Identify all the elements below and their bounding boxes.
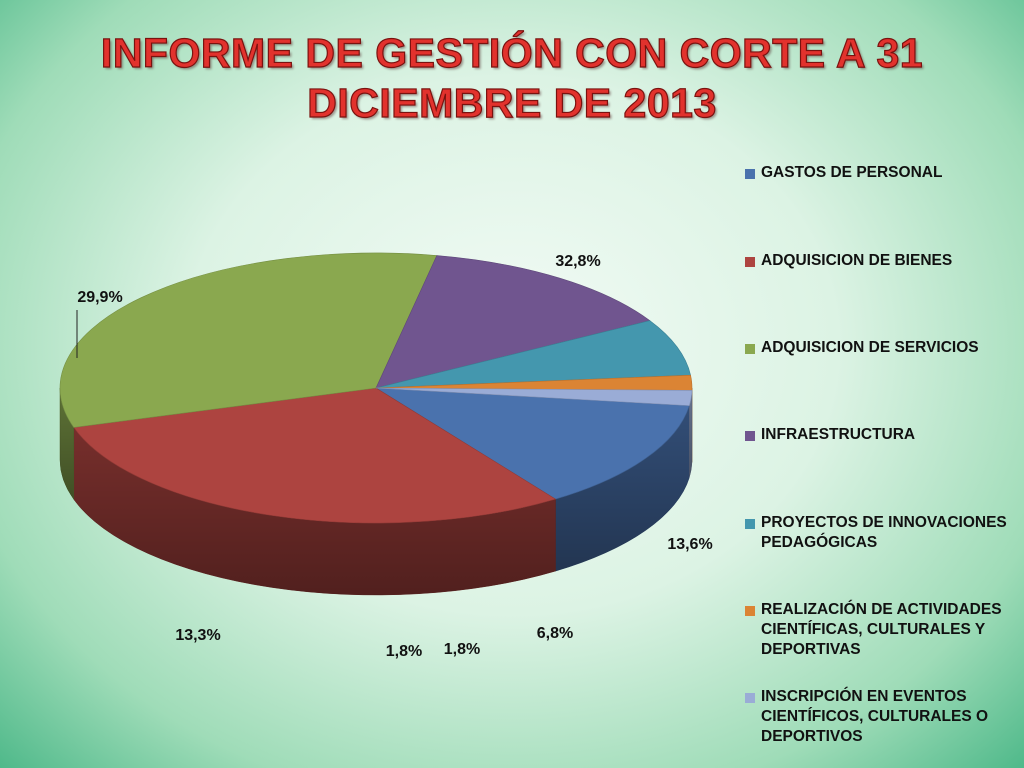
legend-label: PROYECTOS DE INNOVACIONES PEDAGÓGICAS: [761, 514, 1007, 551]
legend-item-1: ADQUISICION DE BIENES: [745, 251, 1010, 271]
data-label-3: 13,6%: [667, 536, 712, 553]
pie-slice-1: [73, 387, 557, 524]
legend-item-2: ADQUISICION DE SERVICIOS: [745, 338, 1010, 358]
pie-slice-3: [375, 255, 651, 389]
data-label-0: 13,3%: [175, 627, 220, 644]
pie-side-shade-1: [73, 427, 556, 595]
pie-slice-0: [375, 387, 690, 500]
pie-slice-6: [375, 387, 693, 406]
data-label-6: 1,8%: [444, 641, 480, 658]
legend-item-6: INSCRIPCIÓN EN EVENTOS CIENTÍFICOS, CULT…: [745, 687, 1010, 747]
title-line-2: DICIEMBRE DE 2013: [307, 79, 717, 126]
data-label-4: 6,8%: [537, 625, 573, 642]
pie-slices: [59, 252, 693, 524]
legend-label: GASTOS DE PERSONAL: [761, 164, 943, 181]
pie-slice-2: [59, 252, 438, 428]
legend-item-4: PROYECTOS DE INNOVACIONES PEDAGÓGICAS: [745, 513, 1010, 553]
legend-swatch: [745, 169, 755, 179]
data-labels: 13,3% 29,9% 32,8% 13,6% 6,8% 1,8% 1,8%: [76, 253, 713, 660]
legend-label: REALIZACIÓN DE ACTIVIDADES CIENTÍFICAS, …: [761, 601, 1002, 658]
data-label-5: 1,8%: [386, 643, 422, 660]
legend-item-0: GASTOS DE PERSONAL: [745, 163, 1010, 183]
pie-side-shade-2: [60, 388, 74, 500]
legend-swatch: [745, 519, 755, 529]
legend-label: INSCRIPCIÓN EN EVENTOS CIENTÍFICOS, CULT…: [761, 688, 989, 745]
pie-sides: [59, 387, 693, 596]
legend-swatch: [745, 431, 755, 441]
data-label-1: 29,9%: [77, 289, 122, 306]
legend-item-5: REALIZACIÓN DE ACTIVIDADES CIENTÍFICAS, …: [745, 600, 1010, 660]
legend-swatch: [745, 606, 755, 616]
legend-item-3: INFRAESTRUCTURA: [745, 425, 1010, 445]
legend-label: INFRAESTRUCTURA: [761, 426, 916, 443]
pie-slice-4: [375, 320, 691, 389]
legend-label: ADQUISICION DE BIENES: [761, 252, 953, 269]
legend-swatch: [745, 257, 755, 267]
chart-title: INFORME DE GESTIÓN CON CORTE A 31 DICIEM…: [0, 28, 1024, 128]
pie-side-shade-6: [689, 390, 692, 478]
title-line-1: INFORME DE GESTIÓN CON CORTE A 31: [100, 29, 924, 76]
legend-swatch: [745, 693, 755, 703]
legend-swatch: [745, 344, 755, 354]
data-label-2: 32,8%: [555, 253, 600, 270]
pie-side-shade-0: [555, 405, 690, 572]
legend-label: ADQUISICION DE SERVICIOS: [761, 339, 979, 356]
